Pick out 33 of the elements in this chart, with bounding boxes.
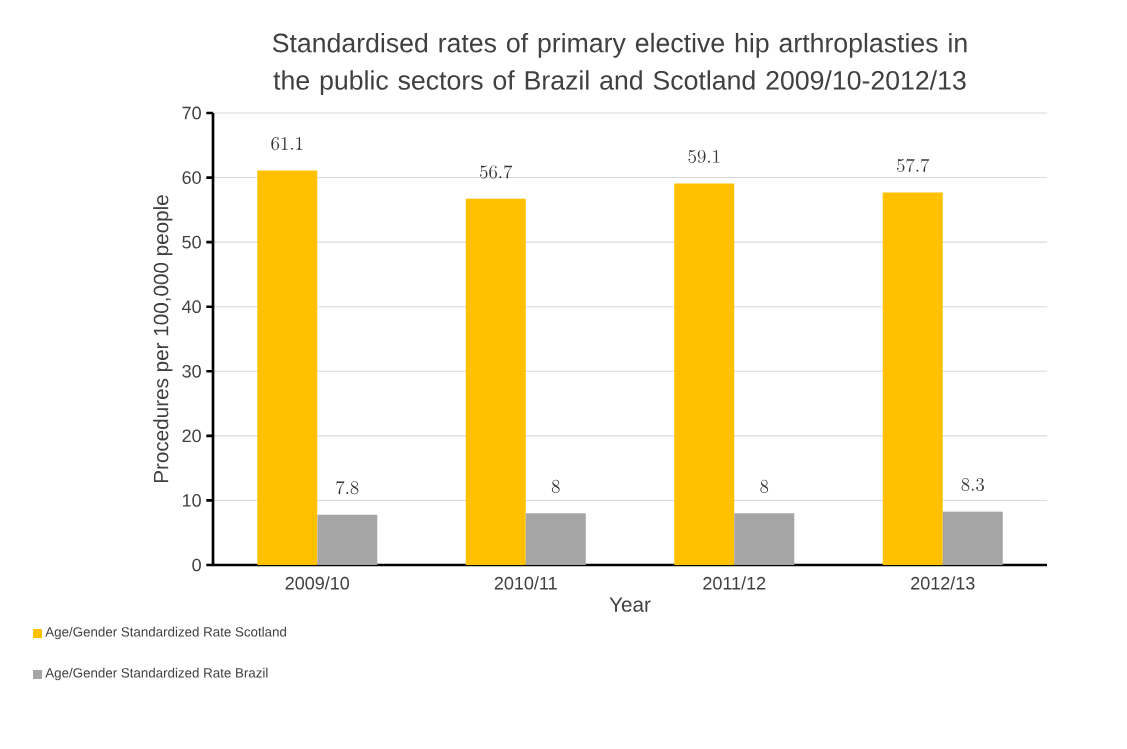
bar — [942, 511, 1003, 565]
y-tick-label: 30 — [182, 364, 201, 378]
bar — [882, 192, 943, 565]
bar — [317, 514, 378, 565]
y-tick-label: 50 — [182, 235, 201, 249]
y-tick-label: 40 — [182, 300, 201, 314]
data-label: 59. 1 — [688, 149, 720, 164]
legend-label: Age/Gender Standardized Rate Brazil — [45, 667, 268, 681]
x-tick-label: 2011/12 — [703, 576, 766, 590]
x-tick-label: 2012/13 — [911, 576, 975, 590]
data-label: 8 — [551, 479, 560, 494]
data-label: 56.7 — [479, 165, 513, 179]
bar — [465, 198, 526, 565]
data-label: 57.7 — [896, 158, 930, 173]
y-tick-label: 70 — [182, 106, 201, 120]
data-label: 7.8 — [336, 480, 359, 495]
data-label: 8.3 — [961, 477, 984, 492]
y-axis-title: Procedures per 100,000 people — [153, 195, 173, 483]
y-tick-label: 60 — [182, 171, 201, 184]
legend-label: Age/Gender Standardized Rate Scotland — [45, 626, 287, 640]
x-tick-label: 2009/10 — [285, 576, 350, 590]
y-tick-label: 0 — [192, 558, 201, 572]
x-tick-label: 2010/11 — [494, 576, 557, 590]
x-axis-title: Year — [609, 597, 651, 612]
bar — [674, 183, 735, 565]
y-tick-label: 20 — [182, 429, 201, 443]
bar — [734, 513, 795, 565]
bar — [525, 513, 586, 565]
chart-title: Standardised rates of primary elective hip arthroplasties in the public sectors of Brazil and Scotland 2009/10-2012/13 — [272, 32, 967, 96]
bar — [257, 170, 318, 565]
data-label: 61 . 1 — [271, 137, 303, 151]
data-label: 8 — [760, 479, 769, 494]
y-tick-label: 10 — [182, 494, 201, 507]
